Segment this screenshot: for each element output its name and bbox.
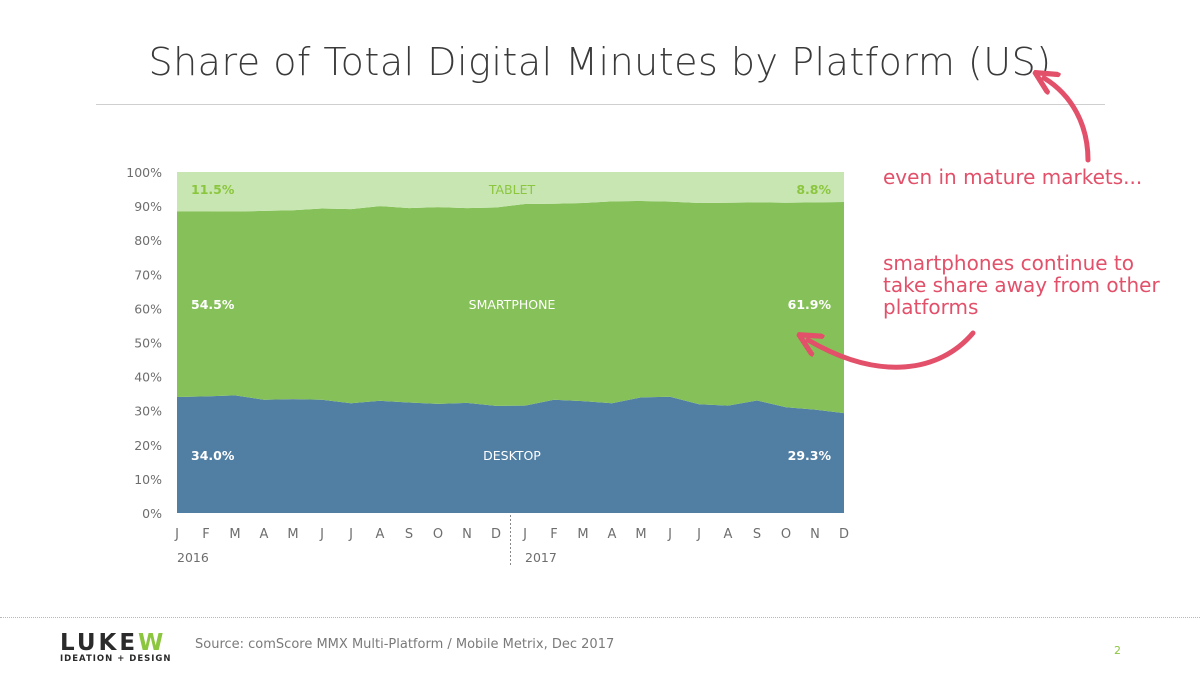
x-tick-label: J [522,527,527,542]
x-tick-label: J [348,527,353,542]
y-tick-label: 40% [134,370,162,385]
x-tick-label: O [781,527,791,542]
y-tick-label: 60% [134,301,162,316]
x-tick-label: A [724,527,733,542]
lukew-logo: LUKEW IDEATION + DESIGN [60,630,180,665]
x-tick-label: A [376,527,385,542]
y-tick-label: 50% [134,336,162,351]
logo-left: LUKE [60,630,139,656]
year-label: 2016 [177,550,209,565]
x-tick-label: J [667,527,672,542]
y-tick-label: 100% [126,165,162,180]
label-tablet-end: 8.8% [796,182,831,197]
y-tick-label: 0% [142,506,162,521]
x-tick-label: J [174,527,179,542]
label-tablet-name: TABLET [488,182,536,197]
x-tick-label: M [577,527,588,542]
x-tick-label: A [260,527,269,542]
logo-tagline: IDEATION + DESIGN [60,654,172,664]
label-tablet-start: 11.5% [191,182,235,197]
logo-right: W [138,630,167,656]
arrow-to-smartphone-value [808,330,976,370]
y-tick-label: 80% [134,233,162,248]
y-tick-label: 30% [134,404,162,419]
x-tick-label: M [229,527,240,542]
area-desktop [177,395,844,513]
footer-divider [0,617,1200,618]
x-tick-label: D [839,527,849,542]
y-tick-label: 20% [134,438,162,453]
x-tick-label: F [550,527,557,542]
x-tick-label: O [433,527,443,542]
x-tick-label: S [753,527,761,542]
x-tick-label: N [462,527,472,542]
x-tick-label: D [491,527,501,542]
label-smartphone-name: SMARTPHONE [469,297,556,312]
y-tick-label: 90% [134,199,162,214]
area-tablet [177,172,844,212]
y-tick-label: 10% [134,472,162,487]
x-tick-label: M [287,527,298,542]
x-tick-label: F [202,527,209,542]
annotation-smartphones-continue: smartphones continue to take share away … [883,251,1160,319]
label-desktop-start: 34.0% [191,448,235,463]
label-smartphone-start: 54.5% [191,297,235,312]
x-tick-label: N [810,527,820,542]
areas-layer [177,172,844,513]
x-tick-label: A [608,527,617,542]
arrow-to-title [1044,78,1091,163]
chart-title: Share of Total Digital Minutes by Platfo… [148,40,1052,84]
logo-wordmark: LUKEW [60,630,180,656]
source-note: Source: comScore MMX Multi-Platform / Mo… [195,637,615,652]
annotation-mature-markets: even in mature markets... [883,165,1143,189]
year-label: 2017 [525,550,557,565]
labels-layer: 34.0% DESKTOP 29.3% 54.5% SMARTPHONE 61.9% 11.… [191,182,831,463]
axes-layer: 0% 10% 20% 30% 40% 50% 60% 70% 80% 90% 100% J F M A M J J… [126,165,849,566]
x-tick-label: J [696,527,701,542]
x-tick-label: J [319,527,324,542]
x-tick-label: M [635,527,646,542]
y-tick-label: 70% [134,267,162,282]
x-tick-label: S [405,527,413,542]
title-divider [96,104,1105,105]
label-desktop-name: DESKTOP [483,448,541,463]
label-smartphone-end: 61.9% [788,297,832,312]
area-smartphone [177,200,844,414]
label-desktop-end: 29.3% [788,448,832,463]
page-number: 2 [1114,644,1121,657]
